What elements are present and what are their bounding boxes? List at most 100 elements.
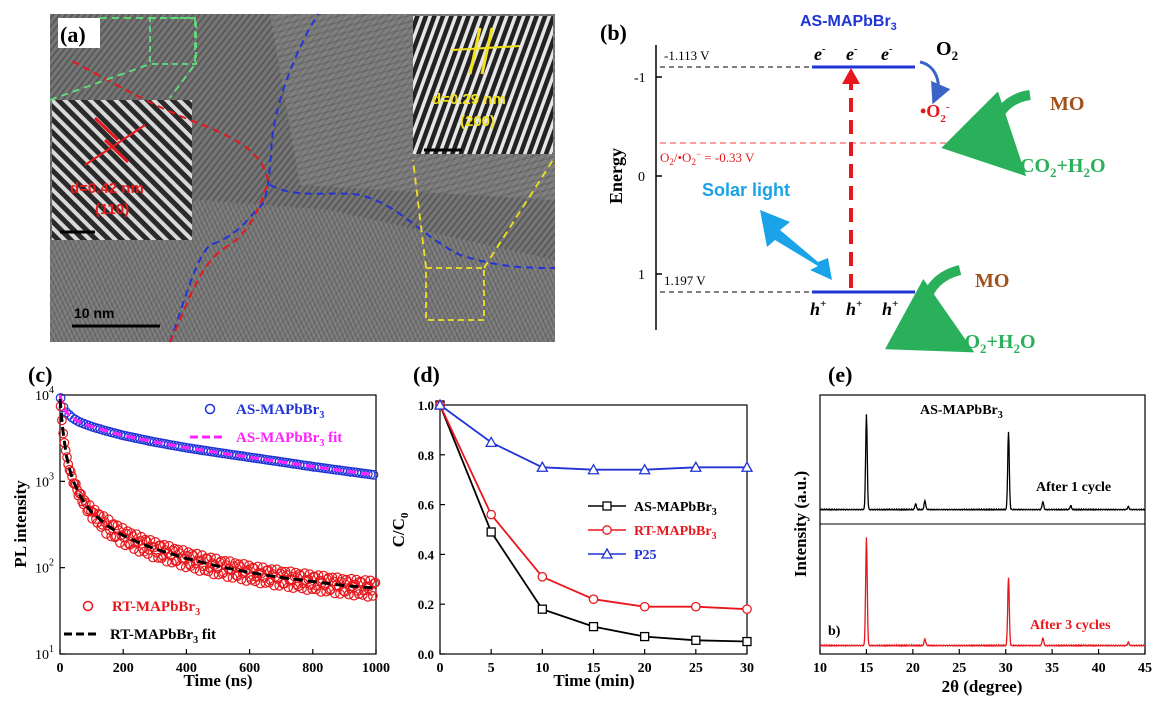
x-tick-label: 5 — [488, 661, 495, 676]
data-point — [264, 577, 275, 588]
data-point — [61, 407, 72, 418]
panel-d-degradation: (d) 0 5 10 15 20 25 30 0.0 0.2 0.4 0.6 0.8 1.0 Time … — [389, 362, 754, 690]
energy-tick-label: 1 — [638, 268, 645, 283]
vb-potential: 1.197 V — [664, 273, 706, 288]
data-point — [189, 563, 200, 574]
data-point — [145, 535, 156, 545]
data-point — [325, 585, 335, 596]
data-point — [588, 621, 599, 632]
data-point — [350, 579, 361, 590]
data-point — [98, 511, 109, 521]
data-point — [297, 583, 308, 594]
y-axis-label: Intensity (a.u.) — [791, 471, 810, 577]
series-RT-MAPbBr3 — [435, 400, 752, 615]
x-axis-label: Time (min) — [553, 671, 634, 690]
x-tick-label: 10 — [535, 661, 549, 676]
x-tick-label: 10 — [813, 661, 827, 676]
data-point — [486, 509, 497, 520]
mo-label-bottom: MO — [975, 270, 1009, 292]
x-tick-label: 30 — [999, 661, 1013, 676]
x-tick-label: 25 — [689, 661, 703, 676]
data-point — [236, 574, 247, 585]
legend-label: AS-MAPbBr3 — [634, 500, 717, 518]
data-point — [106, 531, 117, 542]
lattice-marker — [480, 27, 494, 75]
y-tick-label: 103 — [35, 471, 54, 490]
x-tick-label: 0 — [57, 661, 64, 676]
data-point — [213, 569, 224, 580]
degradation-arrow-top — [941, 90, 1032, 177]
lattice-marker — [103, 138, 130, 164]
svg-text:h+: h+ — [882, 298, 898, 319]
x-tick-label: 400 — [176, 661, 197, 676]
data-point — [199, 565, 210, 576]
panel-label-d: (d) — [413, 362, 440, 387]
energy-tick-label: -1 — [634, 71, 646, 86]
data-point — [343, 589, 354, 600]
holes: h+ h+ h+ — [810, 298, 898, 319]
x-tick-label: 20 — [906, 661, 920, 676]
x-tick-label: 200 — [113, 661, 134, 676]
data-point — [638, 463, 651, 475]
data-point — [187, 549, 198, 559]
x-tick-label: 15 — [859, 661, 873, 676]
data-point — [64, 464, 75, 475]
y-tick-label: 101 — [35, 644, 54, 663]
legend-symbol — [82, 600, 94, 612]
grain-boundary-red — [69, 59, 270, 343]
y-axis-label: PL intensity — [11, 480, 30, 568]
product-label-top: CO2+H2O — [1020, 155, 1106, 180]
data-point — [486, 527, 496, 537]
legend-label: RT-MAPbBr3 — [112, 599, 200, 618]
data-point — [742, 604, 752, 615]
y-tick-label: 0.6 — [418, 498, 435, 513]
data-point — [640, 631, 650, 642]
data-point — [195, 555, 206, 566]
series-label-1cycle: After 1 cycle — [1036, 480, 1111, 495]
data-point — [369, 578, 380, 589]
svg-text:e-: e- — [846, 43, 858, 64]
series-label-3cycles: After 3 cycles — [1030, 618, 1111, 633]
lattice-marker — [93, 116, 120, 142]
degradation-arrow-bottom — [884, 265, 975, 353]
superoxide-label: •O2- — [920, 101, 950, 125]
y-tick-label: 1.0 — [418, 398, 434, 413]
data-point — [217, 568, 228, 579]
data-point — [156, 553, 167, 563]
zoom-box-yellow — [425, 267, 485, 321]
x-tick-label: 25 — [952, 661, 966, 676]
data-point — [690, 601, 701, 612]
data-point — [370, 577, 381, 588]
mo-label-top: MO — [1050, 93, 1084, 115]
lattice-marker — [84, 124, 146, 166]
y-tick-label: 0.0 — [418, 647, 434, 662]
x-tick-label: 40 — [1092, 661, 1106, 676]
panel-e-xrd: (e) 10 15 20 25 30 35 40 45 AS-MAPbBr3 After 1 … — [791, 362, 1152, 696]
data-point — [206, 552, 216, 563]
data-point — [536, 460, 549, 472]
grain-boundary-blue — [269, 184, 556, 269]
hrtem-inset-right — [413, 16, 553, 154]
data-point — [166, 557, 177, 568]
data-point — [485, 436, 498, 447]
data-point — [153, 552, 163, 563]
legend: AS-MAPbBr3 AS-MAPbBr3 fit RT-MAPbBr3 RT-… — [64, 402, 342, 646]
plane-left: (110) — [95, 201, 129, 218]
scale-bar-label: 10 nm — [74, 305, 114, 321]
solar-light-label: Solar light — [702, 180, 790, 200]
svg-text:h+: h+ — [810, 298, 826, 319]
panel-label-a: (a) — [60, 22, 86, 47]
energy-axis-label: Energy — [606, 148, 626, 204]
data-point — [266, 564, 277, 574]
oxygen-reduction-arrow — [919, 60, 951, 105]
data-point — [69, 414, 80, 425]
data-point — [260, 578, 271, 588]
excitation-arrowhead — [842, 68, 860, 84]
data-point — [689, 460, 702, 472]
panel-label-b: (b) — [600, 20, 627, 45]
x-tick-label: 600 — [239, 661, 260, 676]
x-tick-label: 20 — [638, 661, 652, 676]
data-point — [250, 576, 261, 587]
x-tick-label: 30 — [740, 661, 754, 676]
data-point — [691, 635, 701, 645]
